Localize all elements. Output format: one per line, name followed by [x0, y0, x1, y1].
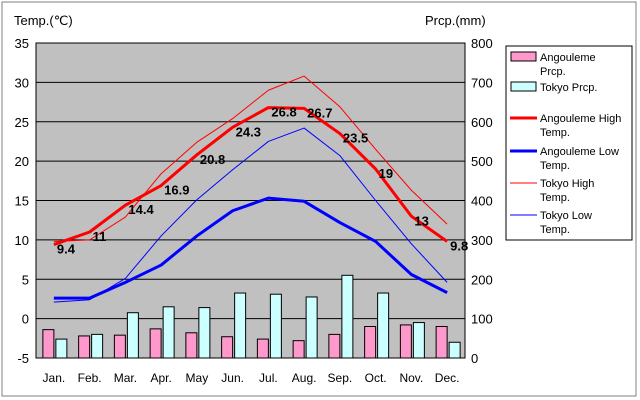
- precip-bar: [399, 324, 412, 359]
- precip-bar: [435, 326, 448, 359]
- left-tick-label: 20: [15, 154, 29, 169]
- legend-bar-swatch: [510, 51, 537, 62]
- right-tick-label: 600: [471, 115, 493, 130]
- precip-bar: [113, 334, 126, 359]
- right-axis-ticks: 800 700 600 500 400 300 200 100 0: [471, 36, 493, 366]
- legend-label: Angouleme Low: [540, 146, 619, 158]
- temperature-series-line: [53, 75, 448, 242]
- x-tick-label: Aug.: [292, 371, 317, 385]
- x-axis-ticks: Jan. Feb. Mar. Apr. May Jun. Jul. Aug. Sep. Oct. N…: [43, 371, 460, 385]
- legend-label: Temp.: [540, 192, 570, 204]
- precip-bar: [269, 293, 282, 359]
- temperature-series-line: [53, 196, 448, 300]
- x-tick-label: Nov.: [399, 371, 423, 385]
- x-tick-label: Jul.: [259, 371, 278, 385]
- legend-label: Tokyo Low: [540, 210, 592, 222]
- high-temp-data-label: 26.8: [271, 105, 296, 120]
- left-axis-title: Temp.(℃): [14, 13, 73, 28]
- right-tick-label: 500: [471, 154, 493, 169]
- right-tick-label: 100: [471, 312, 493, 327]
- left-tick-label: 10: [15, 233, 29, 248]
- high-temp-data-label: 9.4: [57, 242, 76, 257]
- left-tick-label: 15: [15, 194, 29, 209]
- precip-bar: [341, 274, 354, 359]
- temperature-lines: [53, 75, 448, 303]
- left-tick-label: 5: [22, 272, 29, 287]
- high-temp-data-label: 19: [379, 166, 393, 181]
- temperature-series-line: [53, 127, 448, 303]
- x-tick-label: May: [186, 371, 209, 385]
- precip-bar: [448, 341, 461, 359]
- left-tick-label: -5: [17, 351, 29, 366]
- precip-bar: [149, 328, 162, 359]
- x-tick-label: Jun.: [221, 371, 244, 385]
- high-temp-data-label: 13: [414, 213, 428, 228]
- high-temp-data-label: 16.9: [164, 183, 189, 198]
- x-tick-label: Dec.: [435, 371, 460, 385]
- legend-bar-swatch: [510, 81, 537, 92]
- legend-label: Tokyo Prcp.: [540, 82, 597, 94]
- precip-bar: [256, 338, 269, 359]
- high-temp-data-label: 11: [93, 229, 107, 244]
- legend: Angouleme Prcp. Tokyo Prcp. Angouleme High T…: [505, 45, 633, 241]
- precip-bar: [292, 340, 305, 359]
- grid-lines: [36, 81, 465, 320]
- precip-bar: [162, 306, 175, 359]
- legend-label: Angouleme: [540, 52, 596, 64]
- legend-label: Temp.: [540, 224, 570, 236]
- legend-label: Tokyo High: [540, 178, 594, 190]
- precip-bar: [221, 336, 234, 359]
- x-tick-label: Sep.: [328, 371, 353, 385]
- legend-label: Temp.: [540, 127, 570, 139]
- left-tick-label: 0: [22, 312, 29, 327]
- precip-bar: [377, 292, 390, 359]
- left-axis-ticks: 35 30 25 20 15 10 5 0 -5: [15, 36, 29, 366]
- precip-bar: [42, 329, 55, 359]
- precip-bar: [198, 307, 211, 359]
- high-temp-data-label: 9.8: [450, 238, 468, 253]
- high-temp-data-label: 26.7: [307, 105, 332, 120]
- high-temp-data-label: 24.3: [236, 124, 261, 139]
- x-tick-label: Apr.: [150, 371, 171, 385]
- precipitation-bars: [42, 274, 461, 359]
- precip-bar: [328, 333, 341, 359]
- precip-bar: [305, 296, 318, 359]
- legend-label: Angouleme High: [540, 113, 621, 125]
- left-tick-label: 30: [15, 75, 29, 90]
- high-temp-data-label: 23.5: [343, 131, 368, 146]
- right-tick-label: 700: [471, 75, 493, 90]
- x-tick-label: Oct.: [365, 371, 387, 385]
- right-tick-label: 400: [471, 194, 493, 209]
- precip-bar: [78, 335, 91, 359]
- x-tick-label: Feb.: [78, 371, 102, 385]
- left-tick-label: 25: [15, 115, 29, 130]
- left-tick-label: 35: [15, 36, 29, 51]
- right-tick-label: 300: [471, 233, 493, 248]
- temperature-series-line: [53, 106, 448, 247]
- legend-label: Temp.: [540, 160, 570, 172]
- right-tick-label: 0: [471, 351, 478, 366]
- precip-bar: [185, 332, 198, 359]
- precip-bar: [55, 338, 68, 359]
- high-temp-data-label: 20.8: [200, 152, 225, 167]
- data-labels: 9.4 11 14.4 16.9 20.8 24.3 26.8 26.7 23.5 19 13 9.8: [57, 105, 468, 257]
- right-tick-label: 800: [471, 36, 493, 51]
- legend-label: Prcp.: [540, 66, 566, 78]
- right-tick-label: 200: [471, 272, 493, 287]
- precip-bar: [91, 333, 104, 359]
- x-tick-label: Mar.: [114, 371, 137, 385]
- precip-bar: [234, 292, 247, 359]
- right-axis-title: Prcp.(mm): [425, 13, 486, 28]
- x-tick-label: Jan.: [43, 371, 66, 385]
- precip-bar: [126, 312, 139, 359]
- legend-box: [505, 45, 633, 241]
- precip-bar: [412, 322, 425, 359]
- precip-bar: [364, 326, 377, 359]
- high-temp-data-label: 14.4: [128, 202, 154, 217]
